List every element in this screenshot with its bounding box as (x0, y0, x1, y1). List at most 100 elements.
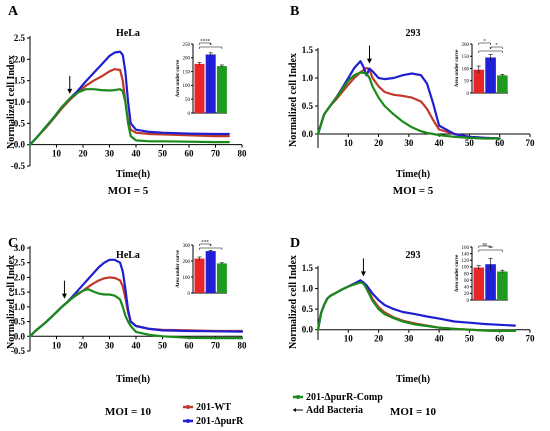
x-tick-label: 70 (526, 138, 536, 148)
x-tick-label: 10 (344, 138, 354, 148)
legend-item-add: Add Bacteria (293, 405, 363, 416)
y-tick-label: 0.0 (14, 140, 26, 150)
x-tick-label: 80 (238, 149, 248, 159)
y-tick-label: 2.0 (14, 54, 26, 64)
x-tick-label: 50 (465, 334, 475, 344)
panel-letter: A (8, 4, 19, 19)
chart-title: 293 (406, 28, 421, 39)
y-axis-label: Normalized cell Index (288, 255, 299, 349)
inset-sig-bracket (478, 42, 491, 45)
x-axis-label: Time(h) (396, 374, 430, 385)
inset-sig-label: ** (488, 246, 494, 251)
x-tick-label: 30 (404, 138, 414, 148)
panel-letter: B (290, 4, 299, 19)
inset-bar (205, 54, 216, 113)
x-tick-label: 70 (526, 334, 536, 344)
moi-caption: MOI = 5 (393, 185, 434, 197)
y-tick-label: 0.0 (14, 331, 26, 341)
legend-item-comp: 201-ΔpurR-Comp (293, 392, 383, 403)
series-line-comp (28, 88, 230, 146)
y-tick-label: 1.5 (14, 76, 26, 86)
inset-y-tick-label: 120 (462, 259, 470, 264)
inset-sig-bracket (199, 42, 211, 45)
inset-sig-label: * (209, 43, 212, 48)
x-tick-label: 20 (79, 340, 89, 350)
y-tick-label: 1.5 (14, 287, 26, 297)
panel-b: B 293 0.0 0.5 1.0 1.5 10 20 30 40 50 60 70 Time(h) Nor… (288, 4, 535, 197)
panel-c: C HeLa -0.5 0.0 0.5 1.0 1.5 2.0 2.5 3.0 10 20 30 40 50… (6, 236, 247, 418)
inset-y-tick-label: 200 (462, 43, 470, 48)
panel-d: D 293 0.0 0.5 1.0 1.5 10 20 30 40 50 60 70 Time(h) Nor… (288, 236, 535, 418)
y-tick-label: 0.5 (302, 101, 314, 111)
y-tick-label: 1.0 (14, 97, 26, 107)
x-tick-label: 40 (132, 340, 142, 350)
inset-y-tick-label: 300 (183, 244, 191, 249)
x-tick-label: 70 (211, 340, 221, 350)
inset-y-tick-label: 200 (183, 57, 191, 62)
y-tick-label: -0.5 (11, 161, 26, 171)
inset-y-label: Area under curve (455, 254, 460, 292)
inset-bar (205, 251, 216, 293)
legend-marker (186, 419, 190, 423)
inset-sig-label: * (209, 244, 212, 249)
panel-letter: D (290, 236, 300, 251)
inset-y-tick-label: 80 (464, 272, 470, 277)
x-tick-label: 40 (435, 334, 445, 344)
x-tick-label: 80 (238, 340, 248, 350)
x-tick-label: 70 (211, 149, 221, 159)
y-axis-label: Normalized cell Index (288, 53, 299, 147)
y-tick-label: 2.5 (14, 33, 26, 43)
moi-caption: MOI = 10 (105, 406, 151, 418)
x-tick-label: 50 (158, 340, 168, 350)
add-bacteria-arrow-head (61, 293, 67, 299)
inset-y-tick-label: 0 (467, 92, 470, 97)
inset-bar (485, 57, 496, 93)
inset-bar (473, 267, 485, 300)
legend-arrow-head-icon (293, 408, 296, 412)
panel-letter: C (8, 236, 18, 251)
inset-bar (216, 66, 227, 113)
y-axis-label: Normalized cell Index (6, 55, 17, 149)
inset-y-label: Area under curve (455, 49, 460, 87)
x-tick-label: 10 (52, 149, 62, 159)
inset-bar (194, 63, 205, 113)
inset-sig-label: * (489, 47, 492, 52)
x-axis-label: Time(h) (116, 374, 150, 385)
x-tick-label: 20 (374, 334, 384, 344)
inset-y-tick-label: 0 (188, 292, 191, 297)
inset-sig-bracket (478, 245, 491, 248)
inset-y-tick-label: 20 (464, 292, 470, 297)
add-bacteria-arrow-head (366, 58, 372, 64)
y-tick-label: 2.5 (14, 258, 26, 268)
panel-a: A HeLa -0.5 0.0 0.5 1.0 1.5 2.0 2.5 10 20 30 40 50 60 7… (6, 4, 247, 197)
x-tick-label: 40 (435, 138, 445, 148)
y-tick-label: 0.5 (14, 317, 26, 327)
legend-item-purR: 201-ΔpurR (183, 416, 244, 427)
chart-title: HeLa (116, 28, 140, 39)
inset-y-tick-label: 50 (464, 80, 470, 85)
inset-sig-bracket (199, 46, 223, 49)
inset-sig-bracket (478, 249, 503, 252)
inset-bar (485, 264, 496, 300)
inset-sig-label: **** (200, 39, 211, 44)
y-tick-label: 0.0 (302, 325, 314, 335)
inset-bar (194, 258, 205, 293)
legend-label: 201-ΔpurR-Comp (306, 392, 383, 403)
inset-y-label: Area under curve (176, 59, 181, 97)
inset-sig-label: ns (482, 242, 487, 247)
x-tick-label: 30 (404, 334, 414, 344)
y-tick-label: 3.0 (14, 243, 26, 253)
inset-y-tick-label: 140 (462, 252, 470, 257)
x-tick-label: 30 (105, 149, 115, 159)
inset-bar (497, 75, 508, 93)
inset-y-tick-label: 50 (185, 98, 191, 103)
legend: 201-WT 201-ΔpurR-Comp 201-ΔpurR Add Bacteri… (183, 392, 383, 427)
chart-title: HeLa (116, 250, 140, 261)
inset-y-tick-label: 100 (462, 67, 470, 72)
inset-bar (497, 271, 508, 300)
inset-y-tick-label: 200 (183, 260, 191, 265)
inset-y-label: Area under curve (176, 249, 181, 287)
x-axis-label: Time(h) (116, 169, 150, 180)
series-line-comp (28, 288, 244, 340)
